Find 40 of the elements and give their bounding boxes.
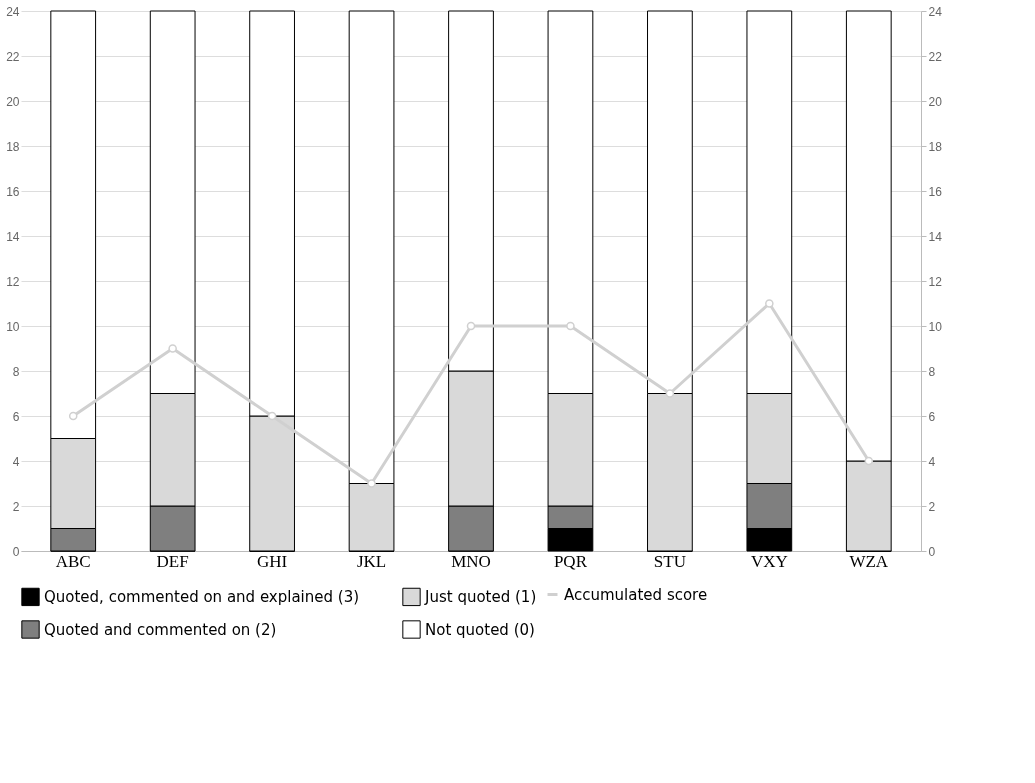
y-tick-label: 24	[6, 4, 20, 19]
y-tick-label: 20	[6, 94, 20, 109]
legend-label: Accumulated score	[564, 585, 708, 604]
x-tick-label: GHI	[257, 551, 288, 571]
y2-tick-label: 10	[928, 319, 943, 334]
y-tick-label: 10	[6, 319, 20, 334]
legend-label: Not quoted (0)	[425, 620, 535, 639]
y-tick-label: 18	[6, 139, 20, 154]
x-tick-label: ABC	[55, 551, 91, 571]
y2-tick-label: 12	[928, 274, 943, 289]
y-tick-label: 6	[12, 409, 20, 424]
y2-tick-label: 18	[928, 139, 943, 154]
y2-tick-label: 6	[928, 409, 936, 424]
y2-tick-label: 14	[928, 229, 943, 244]
y2-tick-label: 0	[928, 544, 936, 559]
y2-tick-label: 2	[928, 499, 936, 514]
y-tick-label: 8	[12, 364, 20, 379]
y-tick-label: 4	[12, 454, 20, 469]
y-tick-label: 12	[6, 274, 20, 289]
y-tick-label: 16	[6, 184, 20, 199]
y2-tick-label: 8	[928, 364, 936, 379]
x-tick-label: STU	[653, 551, 686, 571]
x-tick-label: PQR	[553, 551, 588, 571]
x-tick-label: DEF	[156, 551, 189, 571]
y-tick-label: 22	[6, 49, 20, 64]
legend-label: Just quoted (1)	[424, 587, 537, 606]
legend-label: Quoted and commented on (2)	[44, 620, 277, 639]
y-tick-label: 2	[12, 499, 20, 514]
y-tick-label: 14	[6, 229, 20, 244]
y2-tick-label: 24	[928, 4, 943, 19]
y2-tick-label: 4	[928, 454, 936, 469]
x-tick-label: VXY	[750, 551, 788, 571]
x-tick-label: MNO	[451, 551, 491, 571]
y2-tick-label: 20	[928, 94, 943, 109]
x-tick-label: JKL	[356, 551, 387, 571]
legend-label: Quoted, commented on and explained (3)	[44, 587, 360, 606]
x-tick-label: WZA	[849, 551, 889, 571]
y2-tick-label: 16	[928, 184, 943, 199]
y-tick-label: 0	[12, 544, 20, 559]
y2-tick-label: 22	[928, 49, 943, 64]
